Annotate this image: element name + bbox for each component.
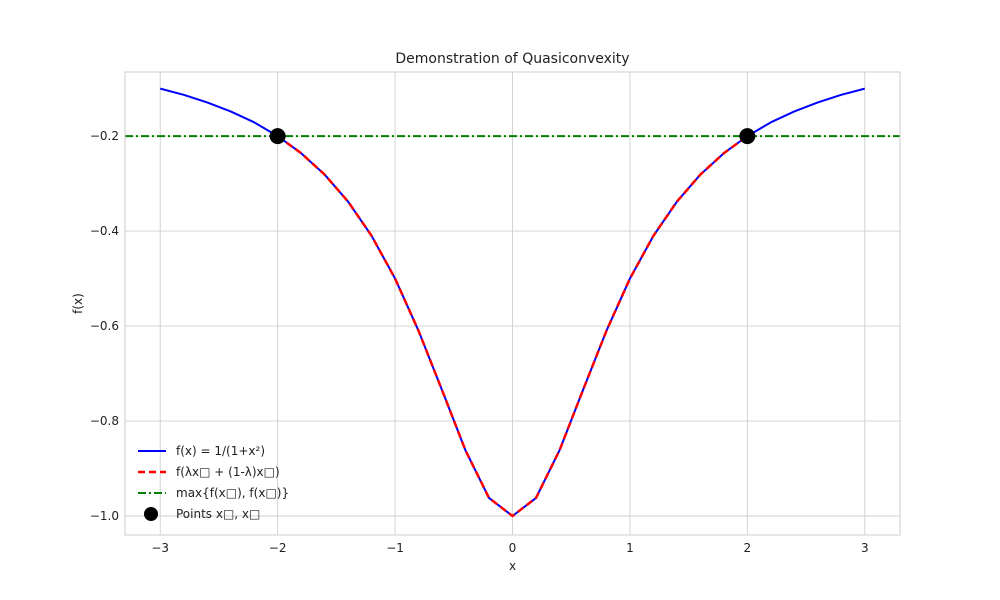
tick-labels: −3 −2 −1 0 1 2 3 −0.2 −0.4 −0.6 −0.8 −1.0 [90, 129, 869, 555]
x-tick-label: 2 [744, 541, 752, 555]
x-tick-label: −3 [151, 541, 169, 555]
y-tick-label: −0.2 [90, 129, 119, 143]
legend-swatch-points [144, 507, 158, 521]
x-tick-label: −2 [269, 541, 287, 555]
legend: f(x) = 1/(1+x²) f(λx□ + (1-λ)x□) max{f(x… [138, 444, 289, 521]
x-tick-label: 1 [626, 541, 634, 555]
y-tick-label: −0.4 [90, 224, 119, 238]
legend-entry-convex-combination: f(λx□ + (1-λ)x□) [138, 465, 280, 479]
x-axis-label: x [509, 559, 516, 573]
y-tick-label: −0.8 [90, 414, 119, 428]
legend-label-function: f(x) = 1/(1+x²) [176, 444, 265, 458]
x-tick-label: 0 [509, 541, 517, 555]
legend-entry-points: Points x□, x□ [144, 507, 260, 521]
chart-title: Demonstration of Quasiconvexity [395, 51, 629, 67]
x-tick-label: −1 [386, 541, 404, 555]
highlight-points [269, 128, 756, 145]
legend-entry-max: max{f(x□), f(x□)} [138, 486, 289, 500]
highlight-point [269, 128, 286, 145]
y-tick-label: −0.6 [90, 319, 119, 333]
y-tick-label: −1.0 [90, 509, 119, 523]
legend-label-points: Points x□, x□ [176, 507, 260, 521]
highlight-point [739, 128, 756, 145]
y-axis-label: f(x) [71, 293, 85, 314]
convex-combination-line [276, 135, 749, 518]
plot-frame [124, 71, 901, 536]
legend-entry-function: f(x) = 1/(1+x²) [138, 444, 265, 458]
grid [125, 72, 900, 535]
legend-label-convex-combination: f(λx□ + (1-λ)x□) [176, 465, 280, 479]
x-tick-label: 3 [861, 541, 869, 555]
legend-label-max: max{f(x□), f(x□)} [176, 486, 289, 500]
